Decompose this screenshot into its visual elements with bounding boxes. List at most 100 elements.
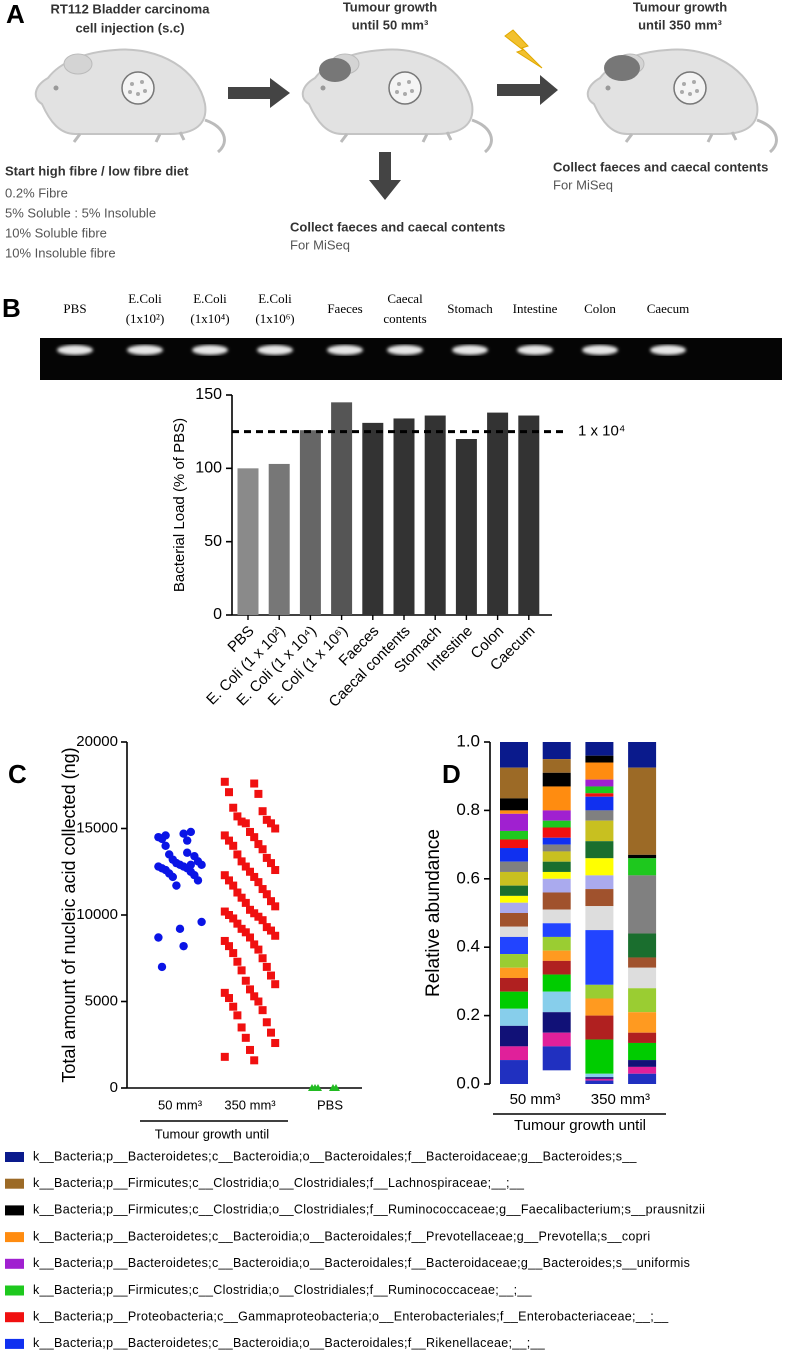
bar <box>237 468 259 615</box>
bar <box>362 422 384 615</box>
data-point <box>262 815 271 824</box>
data-point <box>254 945 263 954</box>
stack-segment <box>500 977 528 992</box>
data-point <box>225 836 233 845</box>
data-point <box>254 840 263 849</box>
data-point <box>271 1039 280 1048</box>
data-point <box>157 962 167 972</box>
y-tick-label: 50 <box>204 533 222 550</box>
data-point <box>233 1011 242 1020</box>
data-point <box>246 985 254 994</box>
gel-band <box>127 345 163 355</box>
data-point <box>241 1033 250 1042</box>
data-point <box>258 1006 267 1015</box>
stack-segment <box>628 1073 657 1084</box>
stack-segment <box>585 820 614 842</box>
data-point <box>254 789 263 798</box>
data-point <box>246 827 254 836</box>
y-axis-title: Bacterial Load (% of PBS) <box>171 418 188 592</box>
data-point <box>267 897 275 906</box>
data-point <box>241 928 250 937</box>
stack-segment <box>628 1066 657 1074</box>
x-tick-label: PBS <box>317 1097 343 1112</box>
y-tick-label: 0.4 <box>456 937 480 956</box>
data-point <box>154 933 163 942</box>
lane-label: Colon <box>584 301 616 316</box>
legend-swatch <box>5 1338 24 1349</box>
stack-segment <box>585 1077 614 1079</box>
stack-segment <box>542 892 571 910</box>
stack-segment <box>585 1015 614 1040</box>
data-point <box>262 923 271 932</box>
stack-segment <box>500 1008 528 1026</box>
bar <box>299 430 321 615</box>
stack-segment <box>585 762 614 780</box>
panel-a: A RT112 Bladder carcinoma cell injection… <box>5 0 778 260</box>
legend-label: k__Bacteria;p__Proteobacteria;c__Gammapr… <box>33 1309 669 1323</box>
stack-segment <box>628 957 657 968</box>
stack-segment <box>585 793 614 797</box>
data-point <box>271 980 280 989</box>
gel-band <box>192 345 228 355</box>
data-point <box>233 919 242 928</box>
data-point <box>250 779 259 788</box>
data-point <box>220 1052 229 1061</box>
lane-label: E.Coli <box>128 291 162 306</box>
data-point <box>258 845 267 854</box>
data-point <box>241 819 250 828</box>
data-point <box>262 1018 271 1027</box>
stack-segment <box>542 936 571 951</box>
stack-segment <box>542 991 571 1013</box>
gel-band <box>650 345 686 355</box>
stack-segment <box>628 767 657 855</box>
stack-segment <box>542 786 571 811</box>
step-title: RT112 Bladder carcinoma <box>51 1 211 16</box>
diet-title: Start high fibre / low fibre diet <box>5 163 189 178</box>
stack-segment <box>585 755 614 763</box>
tumour-icon <box>319 58 351 82</box>
gel-band <box>257 345 293 355</box>
bar <box>518 415 540 615</box>
data-point <box>267 819 275 828</box>
arrow <box>369 152 401 200</box>
lane-label: Caecal <box>387 291 423 306</box>
data-point <box>250 992 259 1001</box>
data-point <box>267 859 275 868</box>
stack-segment <box>585 786 614 794</box>
y-tick-label: 0.8 <box>456 800 480 819</box>
stack-segment <box>500 1060 528 1084</box>
data-point <box>186 860 195 870</box>
lane-label: (1x10⁶) <box>255 311 294 326</box>
data-point <box>237 966 246 975</box>
legend-swatch <box>5 1205 24 1216</box>
stack-segment <box>628 742 657 768</box>
stack-segment <box>500 813 528 831</box>
stack-segment <box>542 950 571 961</box>
stack-segment <box>542 878 571 893</box>
data-point <box>225 942 233 951</box>
stack-segment <box>542 1032 571 1047</box>
stack-segment <box>500 871 528 886</box>
legend-swatch <box>5 1152 24 1162</box>
data-point <box>314 1084 322 1091</box>
stack-segment <box>542 742 571 760</box>
data-point <box>229 949 238 958</box>
stack-segment <box>500 767 528 799</box>
bar <box>393 418 415 615</box>
legend-label: k__Bacteria;p__Firmicutes;c__Clostridia;… <box>33 1203 705 1217</box>
step-title: Tumour growth <box>343 0 437 14</box>
data-point <box>246 1045 254 1054</box>
lane-label: E.Coli <box>258 291 292 306</box>
y-tick-label: 20000 <box>76 733 118 750</box>
stack-segment <box>542 861 571 872</box>
data-point <box>237 857 246 866</box>
stack-segment <box>585 810 614 821</box>
data-point <box>271 902 280 911</box>
data-point <box>254 878 263 887</box>
stack-segment <box>585 858 614 876</box>
data-point <box>220 936 229 945</box>
data-point <box>179 941 188 951</box>
stack-segment <box>542 923 571 937</box>
gel-band <box>387 345 423 355</box>
